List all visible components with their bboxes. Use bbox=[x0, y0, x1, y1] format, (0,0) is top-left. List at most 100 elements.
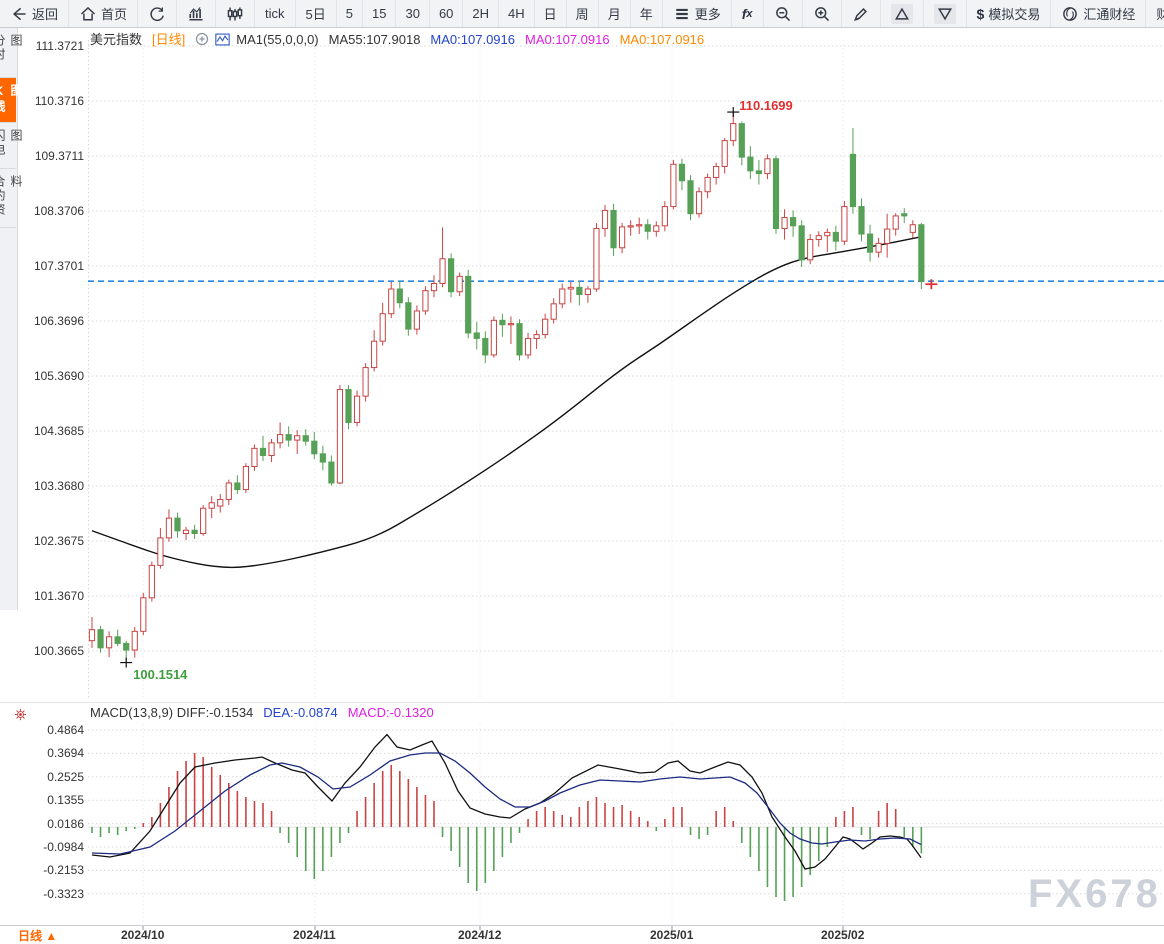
header-value: MA0:107.0916 bbox=[619, 32, 705, 47]
macd-axis-label: -0.0984 bbox=[43, 840, 84, 854]
toolbar-btn-60[interactable]: 60 bbox=[430, 0, 464, 27]
price-axis-label: 106.3696 bbox=[33, 314, 84, 328]
header-value: MA0:107.0916 bbox=[525, 32, 610, 47]
header-value: MA1(55,0,0,0) bbox=[236, 32, 319, 47]
price-axis-label: 110.3716 bbox=[34, 94, 84, 108]
price-axis-label: 105.3690 bbox=[33, 369, 84, 383]
menu-icon bbox=[673, 5, 691, 23]
date-axis-label: 2025/01 bbox=[650, 928, 694, 942]
header-value: MACD(13,8,9) DIFF:-0.1534 bbox=[90, 705, 254, 720]
toolbar-label: 首页 bbox=[101, 7, 128, 22]
toolbar: 返回 首页 tick 5日 5 15 30 60 2H 4H 日 周 月 年 更多 fx $模拟交易 汇通财经 财经 bbox=[0, 0, 1164, 28]
toolbar-btn-年[interactable]: 年 bbox=[631, 0, 663, 27]
toolbar-menu-更多[interactable]: 更多 bbox=[663, 0, 732, 27]
macd-axis-label: -0.2153 bbox=[43, 863, 84, 878]
macd-axis-label: 0.2525 bbox=[47, 769, 84, 784]
macd-settings-gear-icon[interactable] bbox=[14, 708, 27, 726]
header-value: DEA:-0.0874 bbox=[263, 705, 338, 720]
toolbar-pencil-button[interactable] bbox=[842, 0, 881, 27]
home-icon bbox=[79, 5, 97, 23]
period-label-text: 日线 bbox=[18, 929, 43, 943]
toolbar-btn-30[interactable]: 30 bbox=[396, 0, 430, 27]
back-icon bbox=[10, 5, 28, 23]
toolbar-btn-日[interactable]: 日 bbox=[535, 0, 567, 27]
toolbar-btn-5[interactable]: 5 bbox=[337, 0, 363, 27]
header-value: [日线] bbox=[152, 32, 186, 47]
date-axis-label: 2024/11 bbox=[293, 928, 336, 942]
triangle-up-icon bbox=[890, 3, 913, 24]
macd-axis-label: -0.3323 bbox=[43, 886, 84, 901]
toolbar-label: 月 bbox=[607, 7, 621, 22]
price-axis-label: 102.3675 bbox=[33, 534, 84, 548]
price-axis-label: 111.3721 bbox=[35, 39, 84, 53]
toolbar-btn-4H[interactable]: 4H bbox=[499, 0, 535, 27]
toolbar-label: 60 bbox=[438, 6, 454, 21]
period-selector[interactable]: 日线 ▲ bbox=[18, 927, 57, 944]
toolbar-triangle-down-button[interactable] bbox=[924, 0, 967, 27]
toolbar-zoom-in-button[interactable] bbox=[803, 0, 842, 27]
toolbar-label: 返回 bbox=[32, 7, 59, 22]
toolbar-home-首页[interactable]: 首页 bbox=[69, 0, 139, 27]
toolbar-label: 更多 bbox=[694, 7, 721, 22]
toolbar-label: 5 bbox=[345, 6, 353, 21]
toolbar-candlestick-button[interactable] bbox=[216, 0, 256, 27]
toolbar-label: 5日 bbox=[305, 7, 326, 22]
zoom-in-icon bbox=[813, 5, 831, 23]
high-annotation: 110.1699 bbox=[739, 98, 793, 114]
toolbar-label: 2H bbox=[472, 6, 490, 21]
dollar-icon: $ bbox=[976, 5, 985, 22]
triangle-down-icon bbox=[933, 3, 956, 24]
pencil-icon bbox=[852, 5, 870, 23]
header-value: MA55:107.9018 bbox=[328, 32, 421, 47]
price-axis-label: 108.3706 bbox=[33, 204, 84, 218]
toolbar-btn-15[interactable]: 15 bbox=[363, 0, 397, 27]
plus-icon[interactable] bbox=[195, 32, 209, 49]
toolbar-logo-汇通财经[interactable]: 汇通财经 bbox=[1051, 0, 1147, 27]
macd-axis-label: 0.4864 bbox=[47, 723, 84, 737]
toolbar-btn-月[interactable]: 月 bbox=[599, 0, 631, 27]
date-axis-label: 2024/10 bbox=[121, 928, 165, 942]
price-axis-label: 104.3685 bbox=[33, 424, 84, 438]
sidebar: 分时图K线图闪电图合约资料 bbox=[0, 28, 23, 610]
toolbar-dollar-模拟交易[interactable]: $ 模拟交易 bbox=[967, 0, 1052, 27]
refresh-icon bbox=[148, 5, 166, 23]
toolbar-zoom-out-button[interactable] bbox=[764, 0, 803, 27]
toolbar-refresh-button[interactable] bbox=[138, 0, 178, 27]
zoom-out-icon bbox=[774, 5, 792, 23]
toolbar-back-返回[interactable]: 返回 bbox=[0, 0, 70, 27]
logo-icon bbox=[1061, 5, 1079, 23]
price-axis-label: 107.3701 bbox=[33, 259, 84, 273]
toolbar-btn-tick[interactable]: tick bbox=[255, 0, 296, 27]
price-axis-label: 100.3665 bbox=[33, 644, 84, 658]
price-axis-label: 109.3711 bbox=[34, 149, 84, 163]
period-arrow-icon: ▲ bbox=[45, 929, 58, 943]
price-axis-label: 101.3670 bbox=[33, 589, 84, 603]
toolbar-label: 15 bbox=[372, 6, 387, 21]
watermark: FX678 bbox=[1028, 872, 1161, 916]
toolbar-btn-周[interactable]: 周 bbox=[567, 0, 599, 27]
price-axis-label: 103.3680 bbox=[33, 479, 84, 493]
macd-axis-label: 0.3694 bbox=[47, 746, 84, 761]
low-annotation: 100.1514 bbox=[133, 666, 188, 682]
toolbar-label: 模拟交易 bbox=[988, 7, 1041, 22]
toolbar-label: 4H bbox=[508, 6, 525, 21]
toolbar-label: tick bbox=[265, 6, 285, 21]
toolbar-label: 汇通财经 bbox=[1083, 7, 1136, 22]
macd-header: MACD(13,8,9) DIFF:-0.1534 DEA:-0.0874 MACD… bbox=[90, 705, 444, 720]
candlestick-icon bbox=[226, 5, 244, 23]
toolbar-btn-财经[interactable]: 财经 bbox=[1146, 0, 1164, 27]
toolbar-btn-2H[interactable]: 2H bbox=[463, 0, 500, 27]
toolbar-label: 日 bbox=[543, 7, 557, 22]
toolbar-btn-5日[interactable]: 5日 bbox=[296, 0, 337, 27]
ma-settings-icon[interactable] bbox=[215, 33, 230, 49]
header-value: MA0:107.0916 bbox=[430, 32, 515, 47]
toolbar-label: 年 bbox=[639, 7, 653, 22]
macd-axis-label: 0.0186 bbox=[47, 816, 84, 831]
chart-header: 美元指数 [日线] MA1(55,0,0,0) MA55:107.9018 MA0:10… bbox=[90, 29, 714, 49]
toolbar-triangle-up-button[interactable] bbox=[881, 0, 924, 27]
toolbar-area-chart-button[interactable] bbox=[177, 0, 217, 27]
